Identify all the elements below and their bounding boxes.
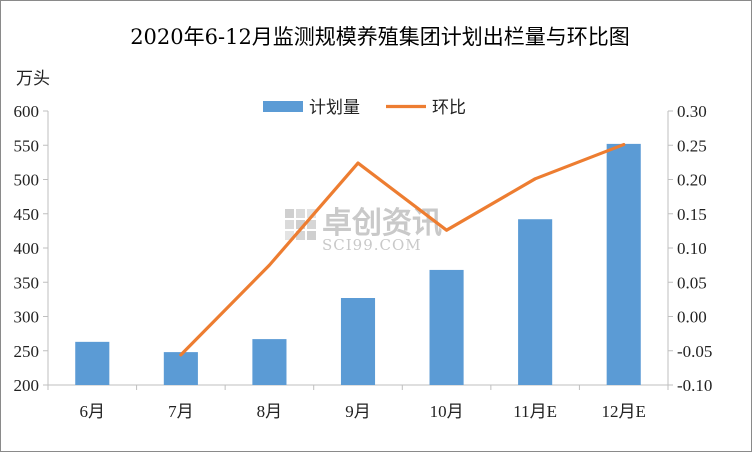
line-point (533, 177, 537, 181)
left-tick-label: 400 (14, 239, 40, 258)
bar (429, 269, 464, 385)
bar (606, 143, 641, 385)
line-series (179, 142, 626, 357)
left-tick-label: 300 (14, 308, 40, 327)
line-point (622, 143, 626, 146)
bar (340, 298, 376, 385)
bar (252, 339, 287, 385)
axes: 200 250 300 350 400 450 500 550 600 -0.10 -0.05 0.0… (14, 102, 713, 421)
bar (163, 352, 198, 385)
watermark-logo-icon (285, 209, 316, 240)
x-tick-label: 8月 (257, 402, 283, 421)
x-tick-label: 11月E (513, 402, 557, 421)
legend-line-label: 环比 (432, 98, 466, 118)
line-path (179, 142, 626, 357)
x-tick-label: 9月 (345, 402, 371, 421)
left-tick-label: 550 (14, 136, 40, 155)
x-tick-label: 10月 (430, 402, 464, 421)
bar (518, 219, 553, 385)
right-tick-label: 0.15 (677, 205, 707, 224)
x-tick-label: 7月 (168, 402, 194, 421)
right-tick-label: 0.25 (677, 136, 707, 155)
right-tick-label: -0.05 (677, 342, 712, 361)
legend-bar-swatch (263, 101, 303, 112)
left-tick-label: 200 (14, 376, 40, 395)
right-tick-label: 0.00 (677, 308, 707, 327)
watermark: 卓创资讯 SCI99.COM (285, 206, 442, 254)
left-tick-label: 600 (14, 102, 40, 121)
left-tick-label: 250 (14, 342, 40, 361)
line-point (445, 228, 448, 232)
bar (75, 341, 110, 385)
chart-title: 2020年6-12月监测规模养殖集团计划出栏量与环比图 (130, 25, 630, 49)
watermark-en: SCI99.COM (322, 236, 422, 254)
right-tick-label: 0.10 (677, 239, 707, 258)
line-point (268, 263, 271, 267)
line-point (179, 353, 183, 357)
line-point (356, 161, 360, 165)
legend-bar-label: 计划量 (309, 98, 360, 118)
right-tick-label: 0.05 (677, 273, 707, 292)
right-tick-label: 0.30 (677, 102, 707, 121)
left-axis-unit: 万头 (16, 69, 50, 89)
left-tick-label: 500 (14, 171, 40, 190)
left-tick-label: 350 (14, 273, 40, 292)
x-tick-label: 6月 (80, 402, 106, 421)
right-tick-label: 0.20 (677, 171, 707, 190)
x-tick-label: 12月E (602, 402, 646, 421)
legend: 计划量 环比 (263, 98, 466, 118)
left-tick-label: 450 (14, 205, 40, 224)
bar-series (75, 143, 641, 385)
right-tick-label: -0.10 (677, 376, 712, 395)
